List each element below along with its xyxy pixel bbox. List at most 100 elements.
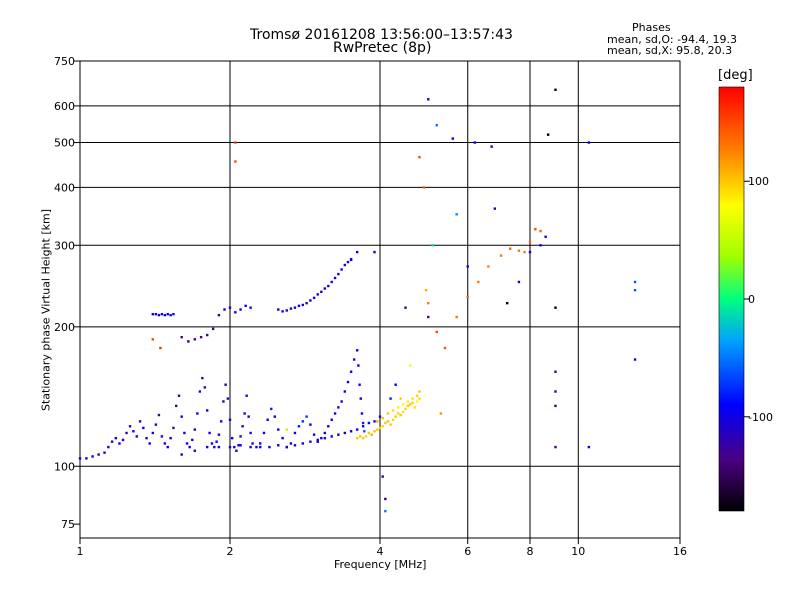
- data-point: [539, 244, 542, 247]
- data-points: [78, 88, 637, 513]
- data-point: [172, 312, 175, 316]
- data-point: [389, 423, 392, 426]
- data-point: [262, 431, 266, 435]
- data-point: [205, 409, 209, 412]
- data-point: [451, 137, 455, 140]
- data-point: [193, 428, 197, 431]
- data-point: [301, 303, 305, 307]
- data-point: [349, 257, 353, 261]
- data-point: [160, 312, 164, 316]
- data-point: [198, 390, 202, 393]
- data-point: [413, 406, 417, 409]
- data-point: [259, 445, 262, 449]
- data-point: [386, 420, 390, 423]
- data-point: [228, 418, 232, 421]
- data-point: [157, 313, 161, 317]
- data-point: [427, 98, 430, 101]
- x-tick-label: 1: [77, 545, 84, 558]
- data-point: [361, 425, 365, 428]
- data-point: [183, 431, 186, 435]
- data-point: [234, 311, 237, 314]
- data-point: [234, 141, 237, 144]
- data-point: [199, 335, 203, 339]
- data-point: [151, 338, 155, 341]
- data-point: [138, 420, 142, 423]
- data-point: [346, 380, 350, 384]
- data-point: [355, 436, 359, 440]
- x-axis-label: Frequency [MHz]: [334, 558, 427, 571]
- data-point: [172, 426, 175, 430]
- y-tick-label: 100: [54, 460, 75, 473]
- data-point: [193, 338, 197, 341]
- colorbar-tick-label: 0: [748, 293, 755, 306]
- data-point: [163, 313, 167, 317]
- data-point: [367, 421, 371, 425]
- data-point: [188, 445, 191, 449]
- data-point: [431, 244, 434, 247]
- data-point: [409, 403, 412, 406]
- data-point: [247, 415, 250, 418]
- data-point: [352, 358, 356, 361]
- data-point: [363, 430, 366, 433]
- data-point: [394, 383, 397, 386]
- data-point: [201, 376, 204, 380]
- data-point: [493, 207, 497, 210]
- data-point: [301, 442, 305, 445]
- data-point: [210, 442, 214, 445]
- data-point: [285, 428, 288, 431]
- data-point: [373, 420, 376, 423]
- y-ticks: 75 100 200 300 400 500 600 750: [54, 55, 80, 531]
- data-point: [554, 370, 557, 373]
- data-point: [409, 364, 412, 367]
- data-point: [487, 265, 490, 268]
- data-point: [361, 436, 365, 440]
- y-tick-label: 500: [54, 137, 75, 150]
- data-point: [301, 420, 305, 423]
- data-point: [435, 124, 438, 127]
- data-point: [154, 312, 158, 316]
- data-point: [217, 445, 221, 449]
- data-point: [534, 227, 537, 231]
- data-point: [333, 412, 337, 415]
- data-point: [177, 394, 181, 397]
- data-point: [360, 412, 364, 415]
- data-point: [312, 433, 316, 436]
- data-point: [180, 453, 183, 456]
- data-point: [316, 293, 319, 296]
- data-point: [337, 433, 340, 436]
- data-point: [427, 301, 430, 305]
- x-tick-label: 2: [227, 545, 234, 558]
- data-point: [208, 431, 211, 435]
- data-point: [85, 457, 88, 460]
- data-point: [259, 442, 262, 445]
- data-point: [427, 315, 430, 319]
- data-point: [391, 418, 395, 421]
- y-tick-label: 400: [54, 181, 75, 194]
- data-point: [191, 438, 194, 442]
- data-point: [340, 268, 343, 271]
- data-point: [205, 445, 209, 449]
- data-point: [508, 247, 512, 250]
- data-point: [281, 436, 284, 440]
- data-point: [251, 442, 254, 445]
- data-point: [358, 383, 361, 386]
- data-point: [490, 145, 493, 148]
- data-point: [213, 445, 216, 449]
- x-tick-label: 16: [673, 545, 687, 558]
- data-point: [277, 428, 280, 431]
- data-point: [396, 406, 400, 409]
- data-point: [399, 397, 402, 400]
- data-point: [376, 420, 379, 423]
- data-point: [554, 404, 557, 408]
- data-point: [466, 295, 469, 299]
- data-point: [370, 433, 373, 436]
- data-point: [355, 250, 359, 254]
- data-point: [517, 280, 521, 284]
- data-point: [337, 272, 340, 276]
- data-point: [505, 301, 509, 305]
- data-point: [411, 397, 414, 400]
- data-point: [633, 288, 637, 292]
- data-point: [145, 436, 148, 440]
- data-point: [187, 340, 190, 343]
- phase-mean-o: mean, sd,O: -94.4, 19.3: [607, 33, 738, 46]
